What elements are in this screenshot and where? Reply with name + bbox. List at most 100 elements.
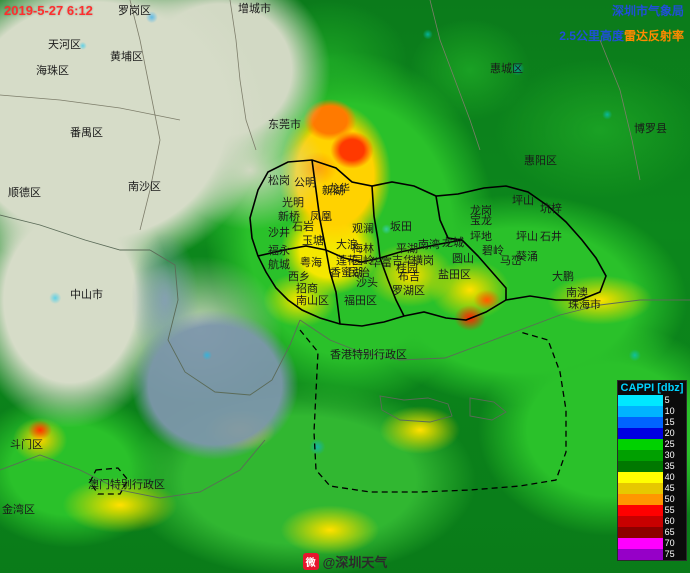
legend-color-swatch	[618, 406, 663, 417]
map-label: 罗湖区	[392, 285, 425, 297]
map-label: 华富	[370, 257, 392, 269]
map-label: 增城市	[238, 3, 271, 15]
map-label: 横岗	[412, 255, 434, 267]
map-label: 平湖	[396, 243, 418, 255]
legend-value: 45	[664, 483, 675, 493]
map-label: 盐田区	[438, 269, 471, 281]
map-label: 西乡	[288, 271, 310, 283]
legend-panel: CAPPI [dbz] 5 10 15 20 25 30 35 40 45 50 55 60 65 70 7…	[617, 380, 687, 561]
legend-row: 15	[618, 417, 686, 428]
legend-title: CAPPI [dbz]	[618, 381, 686, 395]
legend-row: 65	[618, 527, 686, 538]
legend-value: 40	[664, 472, 675, 482]
map-label: 顺德区	[8, 187, 41, 199]
legend-row: 70	[618, 538, 686, 549]
legend-color-swatch	[618, 516, 663, 527]
map-label: 南山区	[296, 295, 329, 307]
agency-title: 深圳市气象局	[611, 4, 684, 18]
watermark: 微 @深圳天气	[0, 552, 690, 571]
map-label: 罗岗区	[118, 5, 151, 17]
map-label: 新湖	[322, 185, 344, 197]
map-label: 沙井	[268, 227, 290, 239]
map-label: 梅林	[352, 243, 374, 255]
map-label: 番禺区	[70, 127, 103, 139]
legend-value: 15	[664, 417, 675, 427]
legend-value: 30	[664, 450, 675, 460]
product-subtitle-prefix: 2.5公里高度	[559, 29, 624, 43]
legend-value: 50	[664, 494, 675, 504]
map-label: 惠城区	[490, 63, 523, 75]
map-label: 民治	[348, 267, 370, 279]
legend-value: 5	[664, 395, 670, 405]
legend-row: 35	[618, 461, 686, 472]
map-label: 圆山	[452, 253, 474, 265]
map-label: 光明	[282, 197, 304, 209]
map-label: 航城	[268, 259, 290, 271]
legend-row: 55	[618, 505, 686, 516]
map-label: 福永	[268, 245, 290, 257]
timestamp-label: 2019-5-27 6:12	[4, 3, 93, 18]
map-label: 莲花	[336, 255, 358, 267]
map-label: 吉华	[392, 255, 414, 267]
map-label: 新桥	[278, 211, 300, 223]
legend-color-swatch	[618, 417, 663, 428]
map-label: 沙头	[356, 277, 378, 289]
map-label: 珠海市	[568, 299, 601, 311]
legend-row: 40	[618, 472, 686, 483]
legend-row: 20	[618, 428, 686, 439]
map-label: 布吉	[398, 271, 420, 283]
legend-value: 55	[664, 505, 675, 515]
map-label: 香蜜湖	[330, 267, 363, 279]
legend-color-swatch	[618, 483, 663, 494]
map-label: 南湾	[418, 239, 440, 251]
product-subtitle: 2.5公里高度雷达反射率	[559, 27, 684, 44]
legend-color-swatch	[618, 395, 663, 406]
legend-row: 30	[618, 450, 686, 461]
map-label: 龙华	[328, 183, 350, 195]
legend-value: 25	[664, 439, 675, 449]
map-label: 宝龙	[470, 215, 492, 227]
map-label: 大鹏	[552, 271, 574, 283]
map-label: 粤海	[300, 257, 322, 269]
legend-color-swatch	[618, 494, 663, 505]
map-label: 香港特别行政区	[330, 349, 407, 361]
legend-value: 70	[664, 538, 675, 548]
legend-value: 10	[664, 406, 675, 416]
map-label: 大浪	[336, 239, 358, 251]
map-label: 桂园	[396, 263, 418, 275]
legend-color-swatch	[618, 505, 663, 516]
map-label: 海珠区	[36, 65, 69, 77]
map-label: 凤凰	[310, 211, 332, 223]
product-subtitle-highlight: 雷达反射率	[623, 29, 684, 43]
map-label: 松岗	[268, 175, 290, 187]
map-label: 澳门特别行政区	[88, 479, 165, 491]
legend-color-swatch	[618, 527, 663, 538]
legend-color-swatch	[618, 450, 663, 461]
map-label: 招商	[296, 283, 318, 295]
map-label: 碧岭	[482, 245, 504, 257]
legend-value: 35	[664, 461, 675, 471]
map-label: 东莞市	[268, 119, 301, 131]
map-label: 福田区	[344, 295, 377, 307]
map-label: 坪山	[516, 231, 538, 243]
legend-rows: 5 10 15 20 25 30 35 40 45 50 55 60 65 70 75	[618, 395, 686, 560]
legend-color-swatch	[618, 549, 663, 560]
weibo-icon: 微	[302, 553, 319, 570]
map-label: 黄埔区	[110, 51, 143, 63]
map-label: 园岭	[352, 255, 374, 267]
map-label: 斗门区	[10, 439, 43, 451]
legend-value: 60	[664, 516, 675, 526]
legend-row: 5	[618, 395, 686, 406]
legend-value: 20	[664, 428, 675, 438]
map-label: 南沙区	[128, 181, 161, 193]
legend-row: 10	[618, 406, 686, 417]
map-label: 石岩	[292, 221, 314, 233]
map-label: 南澳	[566, 287, 588, 299]
legend-color-swatch	[618, 461, 663, 472]
map-label: 惠阳区	[524, 155, 557, 167]
map-label: 玉塘	[302, 235, 324, 247]
map-label: 葵涌	[516, 251, 538, 263]
map-label: 坪山	[512, 195, 534, 207]
